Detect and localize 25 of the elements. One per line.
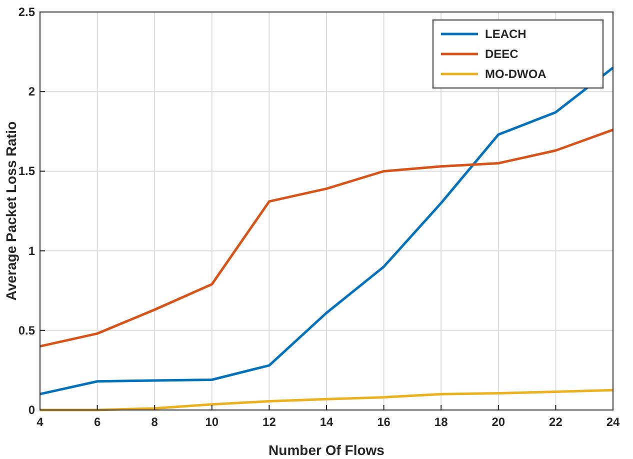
y-tick-label: 1: [28, 244, 36, 258]
y-axis-title: Average Packet Loss Ratio: [3, 121, 19, 301]
legend-label: LEACH: [485, 27, 526, 41]
x-tick-label: 24: [606, 415, 620, 429]
y-tick-label: 2.5: [18, 5, 36, 19]
x-tick-label: 6: [94, 415, 101, 429]
line-series: [38, 66, 614, 396]
legend-label: MO-DWOA: [485, 67, 547, 81]
x-tick-label: 10: [205, 415, 219, 429]
line-series: [38, 388, 614, 412]
y-tick-label: 2: [28, 84, 36, 99]
x-tick-label: 14: [320, 415, 334, 429]
x-tick-label: 18: [434, 415, 448, 429]
legend-label: DEEC: [485, 47, 519, 61]
x-tick-label: 4: [36, 415, 44, 429]
y-tick-label: 1.5: [18, 164, 36, 178]
x-tick-label: 16: [377, 415, 391, 429]
line-series: [38, 128, 614, 348]
y-tick-label: 0: [28, 403, 36, 417]
x-tick-label: 20: [492, 415, 506, 429]
x-tick-label: 12: [262, 415, 276, 429]
x-axis-title: Number Of Flows: [268, 442, 385, 458]
x-tick-label: 22: [549, 415, 563, 429]
y-tick-label: 0.5: [18, 323, 36, 338]
x-tick-label: 8: [151, 415, 158, 429]
